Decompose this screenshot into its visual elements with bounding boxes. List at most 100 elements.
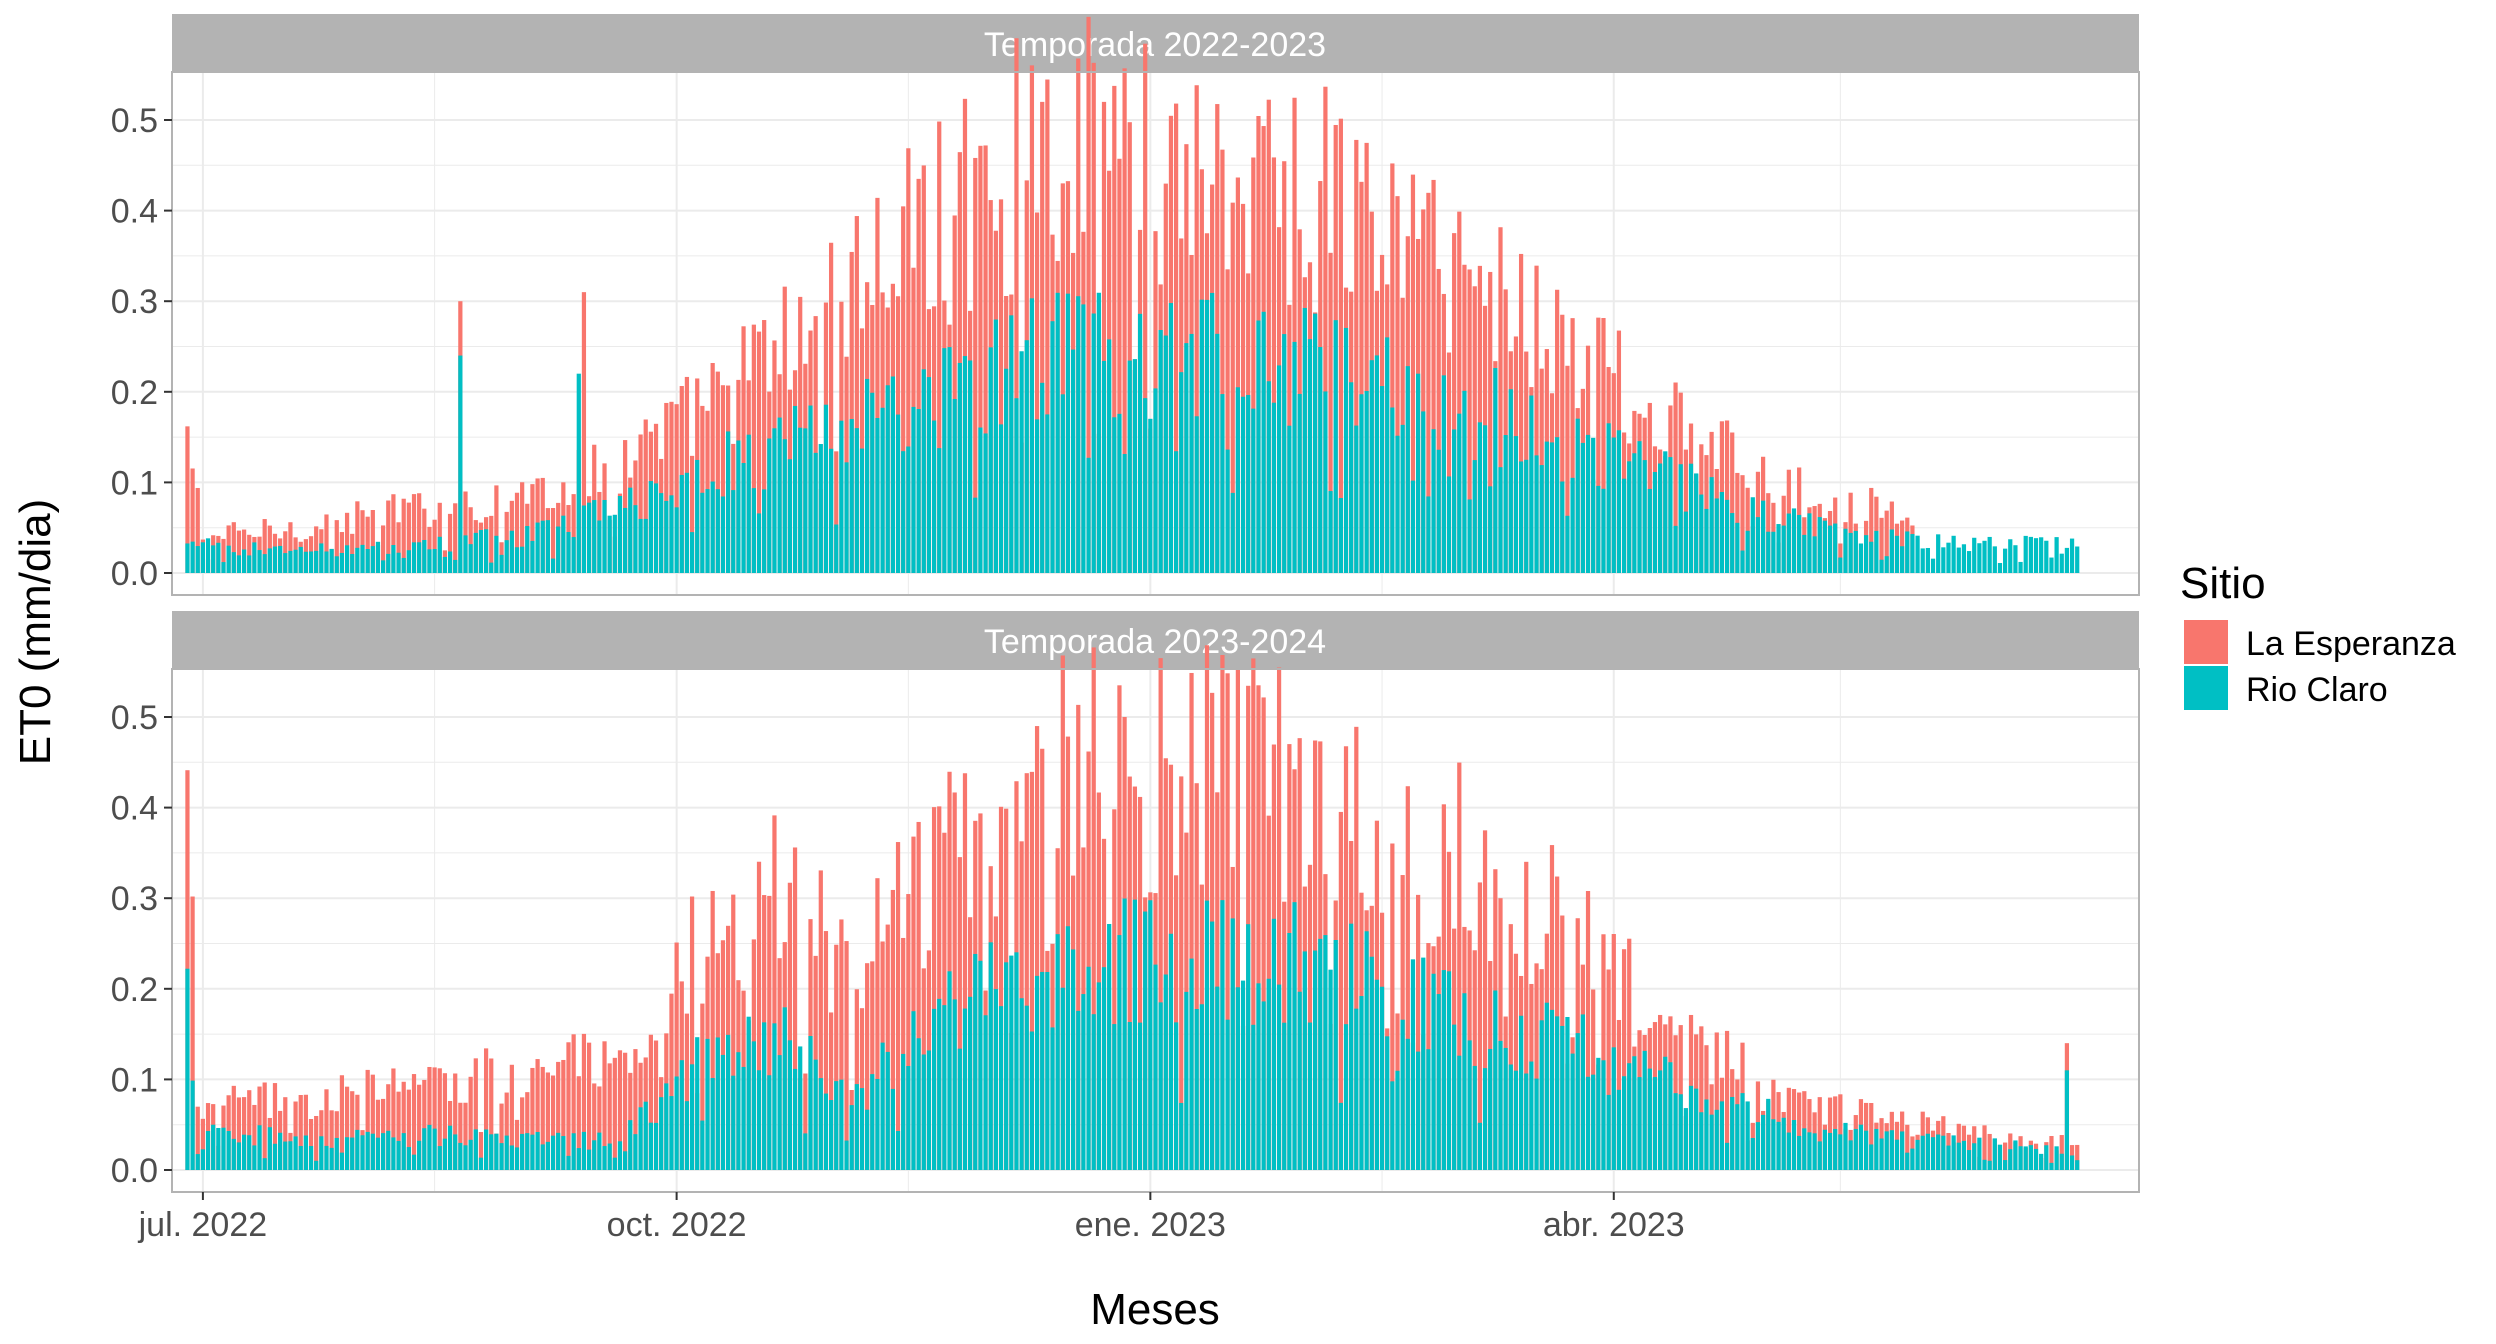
bar [854, 216, 859, 574]
bar [1297, 393, 1302, 573]
bar [561, 1059, 566, 1170]
bar [1678, 464, 1683, 573]
bar [1395, 435, 1400, 573]
bar [494, 535, 499, 573]
bar [427, 1066, 432, 1170]
bar [1184, 991, 1189, 1170]
bar [236, 555, 242, 573]
bar [463, 1145, 468, 1170]
bar [1910, 534, 1915, 573]
bar [1040, 382, 1045, 573]
bar [1982, 540, 1987, 573]
bar [1879, 1138, 1884, 1170]
bar [849, 419, 854, 573]
bar [1436, 994, 1441, 1170]
bar [257, 1125, 262, 1170]
bar [571, 1034, 576, 1170]
bar [581, 1033, 587, 1170]
bar [1261, 311, 1266, 573]
bar [1565, 365, 1570, 573]
bar [1946, 1145, 1951, 1170]
bar [314, 550, 319, 573]
bar [241, 549, 247, 573]
bar [1910, 1148, 1915, 1170]
bar [1101, 967, 1107, 1170]
bar [700, 1120, 705, 1170]
bar [2023, 1146, 2028, 1170]
bar [828, 1012, 834, 1170]
bar [828, 242, 834, 573]
bar [1724, 1030, 1730, 1170]
bar [530, 1134, 535, 1170]
bar [365, 516, 370, 573]
bar [1328, 969, 1333, 1170]
bar [823, 1093, 829, 1170]
bar [1694, 473, 1699, 573]
bar [1905, 1152, 1910, 1170]
bar [1683, 449, 1688, 573]
bar [669, 1096, 674, 1170]
bar [1457, 762, 1462, 1170]
bar [998, 806, 1004, 1170]
bar [437, 1068, 442, 1170]
bar [1091, 1014, 1096, 1170]
bar [2003, 548, 2008, 573]
bar [1982, 1125, 1987, 1170]
bar [1941, 547, 1946, 573]
bar [350, 553, 355, 573]
bar [1431, 179, 1436, 574]
bar [1369, 956, 1374, 1170]
bar [535, 1131, 540, 1170]
bar [1240, 203, 1246, 573]
bar [478, 1157, 484, 1170]
bar [1900, 546, 1905, 573]
bar [772, 1023, 777, 1170]
bar [1544, 441, 1549, 573]
bar [1797, 1135, 1802, 1170]
bar [633, 505, 638, 573]
bar [2059, 1135, 2064, 1170]
bar [2033, 538, 2039, 573]
bar [947, 971, 952, 1170]
bar [1611, 1047, 1616, 1170]
bar [823, 404, 829, 573]
bar [453, 1134, 458, 1170]
bar [1575, 1033, 1580, 1170]
bar [1488, 1049, 1493, 1170]
bar [308, 551, 314, 573]
bar [736, 1052, 741, 1170]
bar [293, 549, 298, 573]
bar [1838, 1094, 1843, 1170]
bar [1204, 299, 1210, 573]
bar [1822, 520, 1828, 573]
bar [854, 989, 859, 1170]
bar [1235, 668, 1240, 1170]
bar [1467, 499, 1472, 573]
bar [396, 1140, 401, 1170]
bar [1441, 375, 1446, 573]
bar [1163, 974, 1168, 1170]
bar [1230, 202, 1235, 573]
bar [947, 771, 952, 1170]
bar [782, 1007, 787, 1170]
bar [1606, 423, 1611, 573]
bar [885, 924, 890, 1170]
bar [406, 1147, 411, 1170]
bar [828, 1100, 834, 1170]
bar [581, 292, 587, 573]
bar [1416, 894, 1421, 1170]
bar [386, 1084, 391, 1170]
bar [839, 1079, 844, 1170]
bar [1941, 1135, 1946, 1170]
bar [1019, 351, 1024, 573]
bar [1591, 437, 1596, 573]
bar [1416, 1051, 1421, 1170]
bar [1925, 1133, 1930, 1170]
bar [1220, 900, 1225, 1170]
bar [849, 1105, 854, 1170]
bar [1755, 517, 1761, 573]
bar [1534, 1078, 1539, 1170]
bar [1884, 556, 1889, 573]
bar [1452, 429, 1457, 573]
bar [370, 546, 375, 573]
